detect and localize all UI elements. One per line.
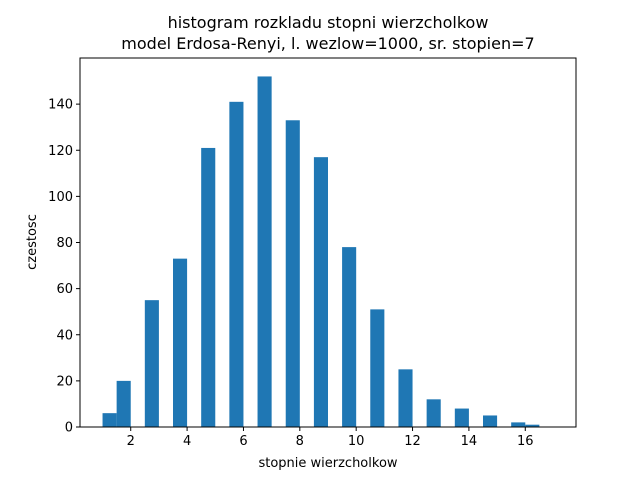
histogram-bar [342, 247, 357, 427]
y-tick-label: 40 [56, 328, 73, 343]
histogram-bar [426, 399, 441, 427]
histogram-bar [144, 300, 159, 427]
histogram-bar [102, 413, 117, 427]
y-axis-ticks: 0 20 40 60 80 100 120 140 [48, 98, 80, 436]
histogram-bar [173, 258, 188, 427]
histogram-bar [285, 120, 300, 428]
histogram-bar [313, 157, 328, 427]
histogram-bar [525, 424, 540, 427]
x-axis-label: stopnie wierzcholkow [258, 456, 397, 471]
histogram-bar [201, 147, 216, 427]
y-tick-label: 0 [65, 421, 73, 436]
x-tick-label: 12 [404, 434, 421, 449]
y-tick-label: 20 [56, 374, 73, 389]
y-tick-label: 120 [48, 144, 73, 159]
histogram-bar [398, 369, 413, 427]
y-axis-label: czestosc [25, 214, 40, 270]
x-tick-label: 14 [461, 434, 478, 449]
x-tick-label: 6 [239, 434, 247, 449]
histogram-bar [370, 309, 385, 427]
x-tick-label: 4 [183, 434, 191, 449]
x-tick-label: 2 [127, 434, 135, 449]
x-tick-label: 8 [296, 434, 304, 449]
y-tick-label: 140 [48, 98, 73, 113]
bar-group [102, 76, 540, 428]
histogram-bar [257, 76, 272, 427]
y-tick-label: 60 [56, 282, 73, 297]
histogram-bar [511, 422, 526, 427]
chart-title: histogram rozkladu stopni wierzcholkow [168, 13, 489, 32]
chart-subtitle: model Erdosa-Renyi, l. wezlow=1000, sr. … [121, 34, 534, 53]
y-tick-label: 100 [48, 190, 73, 205]
histogram-bar [116, 380, 131, 427]
x-axis-ticks: 2 4 6 8 10 12 14 16 [127, 427, 534, 449]
x-tick-label: 10 [348, 434, 365, 449]
x-tick-label: 16 [517, 434, 534, 449]
histogram-bar [483, 415, 498, 427]
histogram-bar [229, 101, 244, 427]
y-tick-label: 80 [56, 236, 73, 251]
plot-frame [79, 57, 577, 428]
histogram-bar [454, 408, 469, 427]
